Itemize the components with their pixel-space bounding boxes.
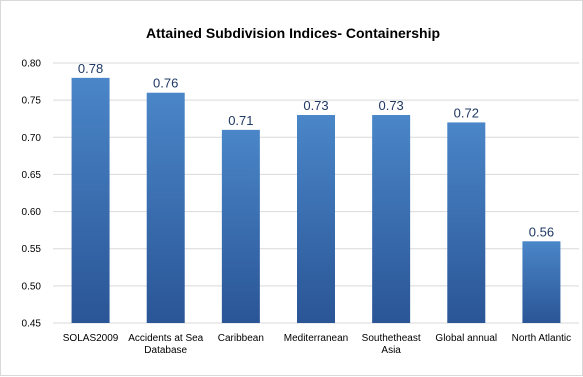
data-label: 0.72 [454,105,479,120]
x-tick-label: Caribbean [218,333,264,344]
x-tick-label: Mediterranean [284,333,348,344]
x-tick-label: Asia [381,345,401,356]
x-tick-label: North Atlantic [512,333,571,344]
bar [522,241,561,323]
data-label: 0.71 [228,113,253,128]
chart-title: Attained Subdivision Indices- Containers… [146,25,440,41]
x-tick-label: Southetheast [362,333,421,344]
data-label: 0.56 [529,224,554,239]
bar [146,92,185,323]
y-tick-label: 0.80 [22,59,42,70]
data-label: 0.78 [78,61,103,76]
bar [447,122,486,323]
y-tick-label: 0.65 [22,170,42,181]
data-label: 0.76 [153,76,178,91]
y-tick-label: 0.50 [22,281,42,292]
bars [71,77,561,323]
y-axis: 0.45 0.50 0.55 0.60 0.65 0.70 0.75 0.80 [22,59,42,330]
y-tick-label: 0.70 [22,133,42,144]
data-label: 0.73 [303,98,328,113]
y-tick-label: 0.60 [22,207,42,218]
x-tick-label: Database [144,345,187,356]
y-tick-label: 0.55 [22,244,42,255]
bar [71,77,110,323]
bar [221,129,260,323]
data-labels: 0.78 0.76 0.71 0.73 0.73 0.72 0.56 [78,61,554,239]
y-tick-label: 0.75 [22,96,42,107]
bar [297,115,335,323]
x-tick-label: SOLAS2009 [63,333,119,344]
x-tick-label: Accidents at Sea [128,333,203,344]
bar [372,115,411,323]
x-tick-label: Global annual [435,333,497,344]
data-label: 0.73 [378,98,403,113]
y-tick-label: 0.45 [22,319,42,330]
